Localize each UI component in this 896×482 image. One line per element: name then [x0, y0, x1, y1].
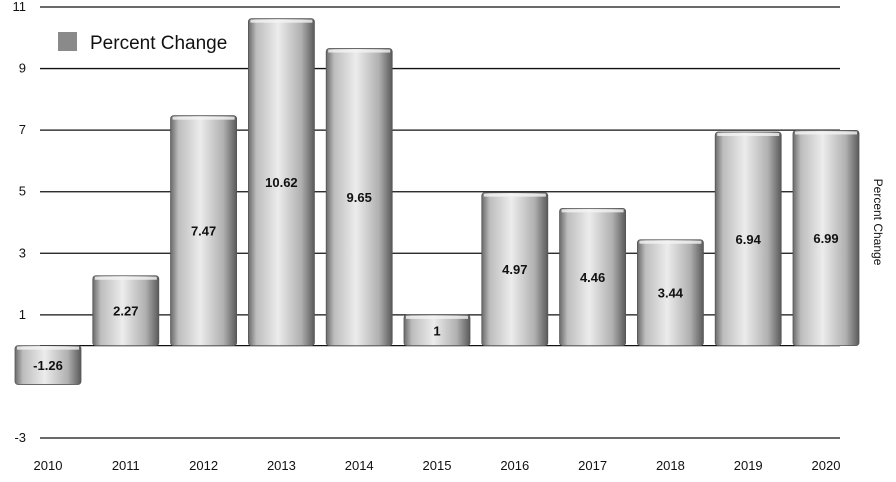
bar-top-highlight — [406, 315, 468, 319]
data-label-2010: -1.26 — [33, 358, 63, 373]
bar-2014 — [325, 48, 393, 347]
x-tick-label: 2016 — [500, 458, 529, 473]
bar-2016 — [481, 192, 549, 347]
bar-top-highlight — [172, 116, 235, 120]
bar-2020 — [792, 130, 860, 347]
y-tick-label: 9 — [19, 61, 26, 76]
x-tick-label: 2014 — [345, 458, 374, 473]
y-tick-label: 7 — [19, 122, 26, 137]
bar-top-highlight — [795, 131, 857, 135]
x-tick-label: 2017 — [578, 458, 607, 473]
bar-top-highlight — [561, 209, 624, 213]
data-label-2017: 4.46 — [580, 270, 605, 285]
y-tick-label: 11 — [13, 0, 27, 14]
x-tick-label: 2018 — [656, 458, 685, 473]
bar-top-highlight — [17, 346, 79, 350]
bar-top-highlight — [328, 49, 391, 53]
y-tick-label: 5 — [19, 184, 26, 199]
legend: Percent Change — [58, 32, 227, 54]
y-tick-label: -3 — [14, 430, 26, 445]
bar-top-highlight — [94, 276, 157, 280]
bar-top-highlight — [639, 240, 702, 244]
bar-2013 — [247, 18, 315, 347]
y-tick-label: 1 — [19, 307, 26, 322]
bar-2015 — [403, 314, 471, 347]
y-tick-label: 3 — [19, 245, 26, 260]
x-tick-label: 2010 — [34, 458, 63, 473]
bar-2018 — [637, 239, 704, 347]
bar-top-highlight — [250, 19, 313, 23]
x-tick-label: 2020 — [812, 458, 841, 473]
bar-2010 — [14, 345, 82, 385]
data-label-2012: 7.47 — [191, 224, 216, 239]
data-label-2011: 2.27 — [113, 304, 138, 319]
data-label-2014: 9.65 — [347, 190, 372, 205]
data-label-2019: 6.94 — [736, 232, 762, 247]
bar-top-highlight — [483, 193, 546, 197]
data-label-2018: 3.44 — [658, 286, 684, 301]
x-tick-label: 2019 — [734, 458, 763, 473]
y-axis-ticks: 11 9 7 5 3 1 -3 — [13, 0, 27, 445]
x-tick-label: 2013 — [267, 458, 296, 473]
legend-label: Percent Change — [90, 33, 227, 54]
data-label-2020: 6.99 — [813, 231, 838, 246]
bar-2019 — [714, 131, 782, 347]
x-tick-label: 2012 — [189, 458, 218, 473]
bars: -1.26 2.27 7.47 10.62 9.65 1 4.97 4.46 3.44 6.94 6… — [14, 18, 860, 385]
legend-swatch — [58, 32, 77, 51]
data-label-2013: 10.62 — [265, 175, 298, 190]
x-axis-labels: 2010 2011 2012 2013 2014 2015 2016 2017 2018 2019… — [34, 458, 841, 473]
data-label-2016: 4.97 — [502, 262, 527, 277]
bar-top-highlight — [717, 132, 780, 136]
bar-2017 — [559, 207, 626, 347]
x-tick-label: 2015 — [423, 458, 452, 473]
y-axis-title: Percent Change — [871, 179, 885, 266]
bar-2011 — [92, 275, 160, 347]
data-label-2015: 1 — [433, 323, 440, 338]
x-tick-label: 2011 — [112, 458, 140, 473]
bar-2012 — [170, 115, 238, 347]
